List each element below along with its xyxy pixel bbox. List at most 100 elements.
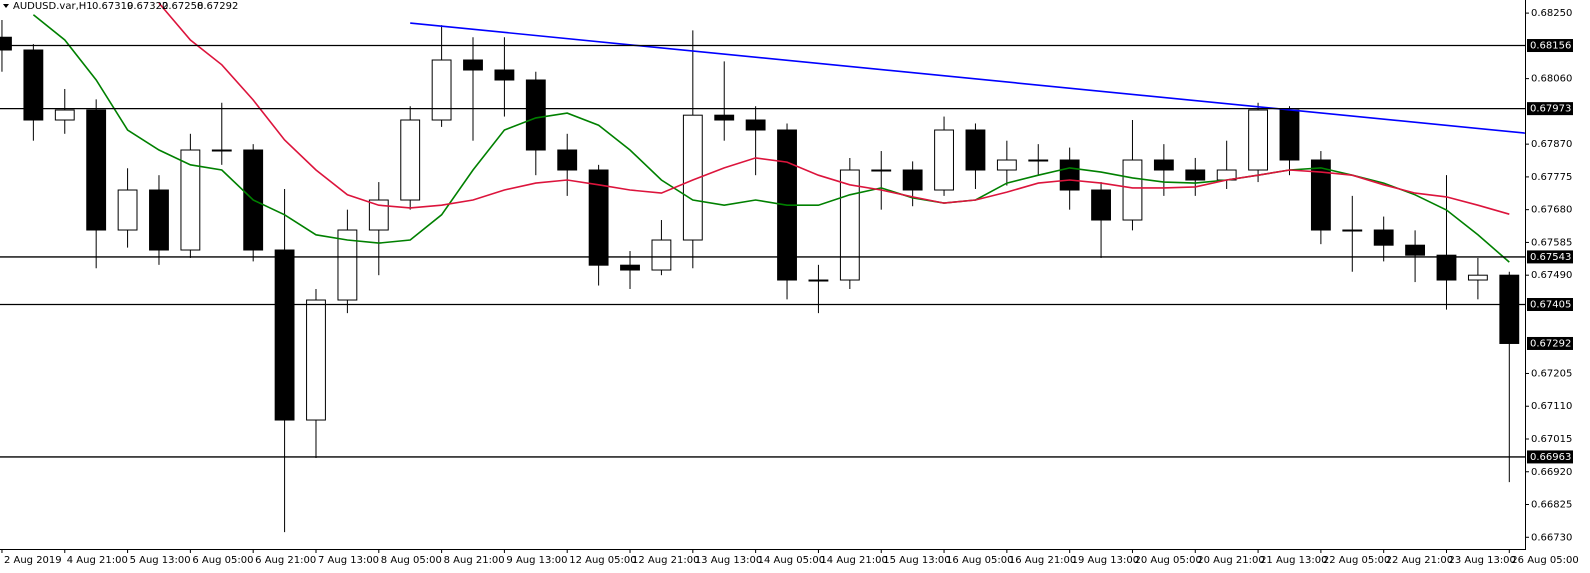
candle-body xyxy=(682,114,703,241)
y-tick-label: 0.68250 xyxy=(1531,8,1572,19)
x-tick-label: 14 Aug 05:00 xyxy=(758,555,825,566)
candle-body xyxy=(431,59,452,121)
candle-body xyxy=(463,59,483,71)
x-tick-label: 20 Aug 21:00 xyxy=(1197,555,1264,566)
x-tick-label: 15 Aug 13:00 xyxy=(883,555,950,566)
price-label: 0.66963 xyxy=(1530,452,1571,463)
candle-body xyxy=(1310,159,1331,231)
candle-body xyxy=(525,79,546,151)
candle-body xyxy=(620,264,640,271)
candle-body xyxy=(588,169,609,266)
candle-body xyxy=(996,159,1017,171)
price-label-box xyxy=(1527,450,1573,464)
candle-body xyxy=(745,119,766,131)
x-tick-label: 16 Aug 21:00 xyxy=(1009,555,1076,566)
price-label-box xyxy=(1527,298,1573,312)
candle-body xyxy=(1467,274,1488,281)
x-tick-label: 20 Aug 05:00 xyxy=(1134,555,1201,566)
candle-body xyxy=(1499,274,1520,344)
chart-header: AUDUSD.var,H1 0.67319 0.67322 0.67258 0.… xyxy=(13,1,238,12)
x-tick-label: 12 Aug 21:00 xyxy=(632,555,699,566)
y-tick-label: 0.66730 xyxy=(1531,532,1572,543)
candle-body xyxy=(1279,109,1300,161)
y-tick-label: 0.66825 xyxy=(1531,500,1572,511)
header-high: 0.67322 xyxy=(127,1,168,12)
x-tick-label: 4 Aug 21:00 xyxy=(67,555,128,566)
candle-body xyxy=(1248,109,1268,171)
x-tick-label: 23 Aug 13:00 xyxy=(1448,555,1515,566)
x-tick-label: 8 Aug 05:00 xyxy=(381,555,442,566)
x-tick-label: 12 Aug 05:00 xyxy=(569,555,636,566)
candle-body xyxy=(1405,244,1426,256)
x-tick-label: 22 Aug 21:00 xyxy=(1386,555,1453,566)
y-tick-label: 0.67775 xyxy=(1531,172,1572,183)
x-tick-label: 13 Aug 13:00 xyxy=(695,555,762,566)
candle-body xyxy=(400,119,421,201)
candle-body xyxy=(117,189,138,231)
trendline xyxy=(410,22,1525,134)
candle-body xyxy=(368,199,389,231)
candle-body xyxy=(1373,229,1394,246)
price-label-box xyxy=(1527,102,1573,116)
y-tick-label: 0.67015 xyxy=(1531,434,1572,445)
x-tick-label: 22 Aug 05:00 xyxy=(1323,555,1390,566)
price-label: 0.67405 xyxy=(1530,300,1571,311)
moving-average xyxy=(158,2,1510,215)
candle-body xyxy=(557,149,578,171)
candle-body xyxy=(1059,159,1080,191)
x-tick-label: 14 Aug 21:00 xyxy=(820,555,887,566)
x-tick-label: 9 Aug 13:00 xyxy=(506,555,567,566)
plot-area xyxy=(0,2,1525,533)
candle-body xyxy=(1028,159,1049,162)
candle-body xyxy=(1153,159,1174,171)
x-tick-label: 6 Aug 21:00 xyxy=(255,555,316,566)
price-label: 0.68156 xyxy=(1530,41,1571,52)
candle-body xyxy=(149,189,169,251)
price-label: 0.67973 xyxy=(1530,104,1571,115)
price-label: 0.67292 xyxy=(1530,338,1571,349)
candle-body xyxy=(902,169,923,191)
candle-body xyxy=(871,169,892,172)
symbol: AUDUSD.var,H1 xyxy=(13,1,93,12)
x-tick-label: 6 Aug 05:00 xyxy=(192,555,253,566)
candle-body xyxy=(1436,254,1457,281)
candle-body xyxy=(23,49,44,121)
header-low: 0.67258 xyxy=(162,1,203,12)
header-open: 0.67319 xyxy=(92,1,133,12)
candle-body xyxy=(0,36,12,51)
candle-body xyxy=(274,249,295,421)
x-tick-label: 21 Aug 13:00 xyxy=(1260,555,1327,566)
candle-body xyxy=(714,114,735,121)
y-tick-label: 0.68060 xyxy=(1531,74,1572,85)
header-close: 0.67292 xyxy=(197,1,238,12)
menu-arrow[interactable] xyxy=(3,4,9,8)
candle-body xyxy=(54,109,75,121)
y-tick-label: 0.67205 xyxy=(1531,368,1572,379)
candle-body xyxy=(808,279,829,282)
candle-body xyxy=(180,149,201,251)
x-tick-label: 8 Aug 21:00 xyxy=(444,555,505,566)
candle-body xyxy=(965,129,986,171)
y-tick-label: 0.67680 xyxy=(1531,205,1572,216)
candle-body xyxy=(211,149,232,152)
candle-body xyxy=(86,109,107,231)
candle-body xyxy=(1091,189,1111,221)
x-tick-label: 7 Aug 13:00 xyxy=(318,555,379,566)
candle-body xyxy=(494,69,515,81)
candle-body xyxy=(839,169,860,281)
y-tick-label: 0.67110 xyxy=(1531,401,1572,412)
y-tick-label: 0.67870 xyxy=(1531,139,1572,150)
x-tick-label: 26 Aug 05:00 xyxy=(1511,555,1578,566)
candle-body xyxy=(306,299,326,421)
candle-body xyxy=(934,129,954,191)
price-label-box xyxy=(1527,336,1573,350)
x-tick-label: 5 Aug 13:00 xyxy=(130,555,191,566)
y-tick-label: 0.67585 xyxy=(1531,237,1572,248)
candle-body xyxy=(1342,229,1363,232)
x-tick-label: 19 Aug 13:00 xyxy=(1072,555,1139,566)
x-tick-label: 2 Aug 2019 xyxy=(4,555,62,566)
y-tick-label: 0.66920 xyxy=(1531,467,1572,478)
candle-body xyxy=(1185,169,1206,181)
